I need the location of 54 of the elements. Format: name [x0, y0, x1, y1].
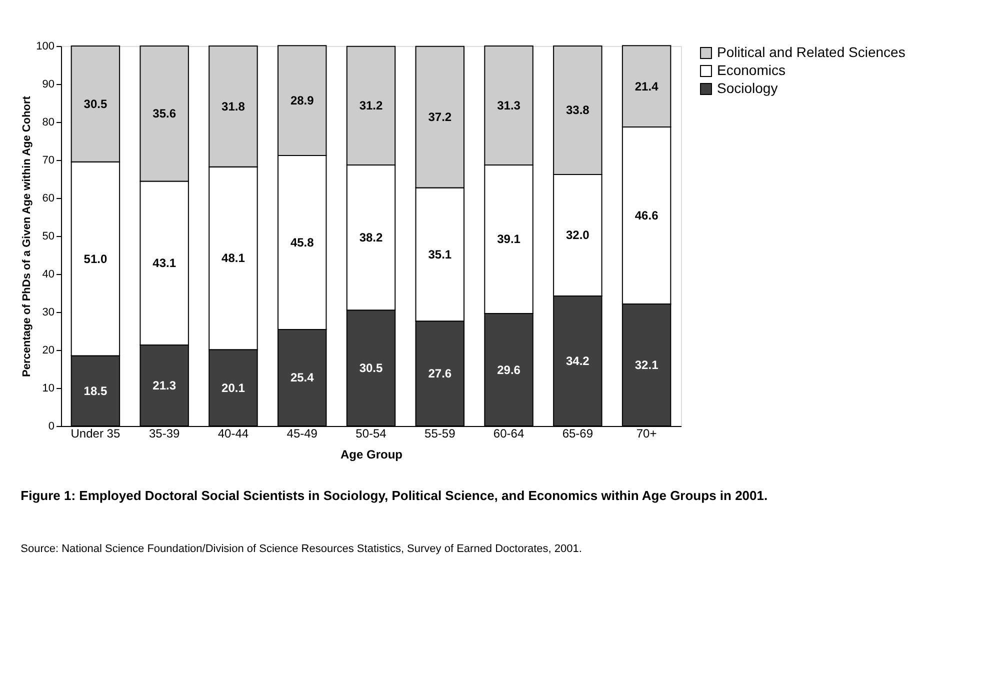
- legend-label: Economics: [717, 62, 786, 78]
- data-label: 21.4: [634, 79, 659, 94]
- x-tick-label: 40-44: [218, 426, 249, 440]
- y-axis-title: Percentage of PhDs of a Given Age within Age Cohort: [21, 96, 34, 377]
- x-tick-label: 70+: [636, 426, 657, 440]
- data-label: 34.2: [566, 354, 590, 368]
- data-label: 31.2: [359, 98, 383, 113]
- x-tick-label: 50-54: [356, 426, 387, 440]
- data-label: 37.2: [428, 110, 452, 124]
- data-label: 30.5: [84, 96, 108, 111]
- y-tick-label: 100: [36, 40, 54, 52]
- y-tick-label: 40: [42, 268, 54, 280]
- y-tick-label: 10: [42, 382, 54, 394]
- x-tick-label: 65-69: [562, 426, 594, 440]
- data-label: 25.4: [290, 370, 314, 385]
- data-label: 33.8: [566, 103, 590, 118]
- data-label: 48.1: [222, 251, 246, 266]
- data-label: 31.3: [497, 98, 521, 112]
- data-label: 35.6: [152, 106, 176, 121]
- data-label: 46.6: [634, 208, 659, 222]
- data-label: 35.1: [428, 247, 452, 262]
- y-tick-label: 70: [42, 154, 54, 166]
- source-note: Source: National Science Foundation/Division of Science Resources Statistics, Survey of Earned Doctorates, 2001.: [20, 543, 582, 555]
- data-label: 43.1: [152, 256, 176, 270]
- data-label: 39.1: [497, 232, 521, 246]
- legend-label: Political and Related Sciences: [717, 44, 906, 60]
- data-label: 29.6: [497, 362, 521, 377]
- y-tick-label: 30: [42, 306, 54, 318]
- x-tick-label: 45-49: [286, 426, 318, 440]
- y-tick-label: 60: [42, 192, 54, 204]
- data-label: 27.6: [428, 366, 452, 381]
- legend-label: Sociology: [717, 80, 778, 96]
- data-label: 28.9: [290, 94, 314, 108]
- data-label: 30.5: [359, 361, 383, 376]
- data-label: 31.8: [222, 99, 246, 114]
- x-axis-title: Age Group: [340, 448, 402, 462]
- data-label: 45.8: [290, 235, 314, 250]
- text: Figure 1: Employed Doctoral Social Scientists in Sociology, Political Science, and Economics within Age Groups in 2001.: [20, 488, 768, 503]
- y-tick-label: 0: [48, 420, 54, 432]
- x-tick-label: 60-64: [493, 426, 524, 440]
- x-tick-label: Under 35: [70, 426, 120, 440]
- y-tick-label: 90: [42, 78, 54, 90]
- y-tick-label: 20: [42, 344, 54, 356]
- data-label: 38.2: [359, 230, 383, 245]
- x-tick-label: 35-39: [148, 426, 180, 440]
- y-tick-label: 80: [42, 116, 54, 128]
- y-tick-label: 50: [42, 230, 54, 242]
- data-label: 32.1: [634, 358, 659, 372]
- data-label: 32.0: [566, 228, 590, 242]
- x-tick-label: 55-59: [424, 426, 456, 440]
- data-label: 51.0: [84, 252, 108, 266]
- data-label: 20.1: [222, 380, 246, 395]
- data-label: 21.3: [152, 378, 176, 393]
- data-label: 18.5: [84, 384, 108, 398]
